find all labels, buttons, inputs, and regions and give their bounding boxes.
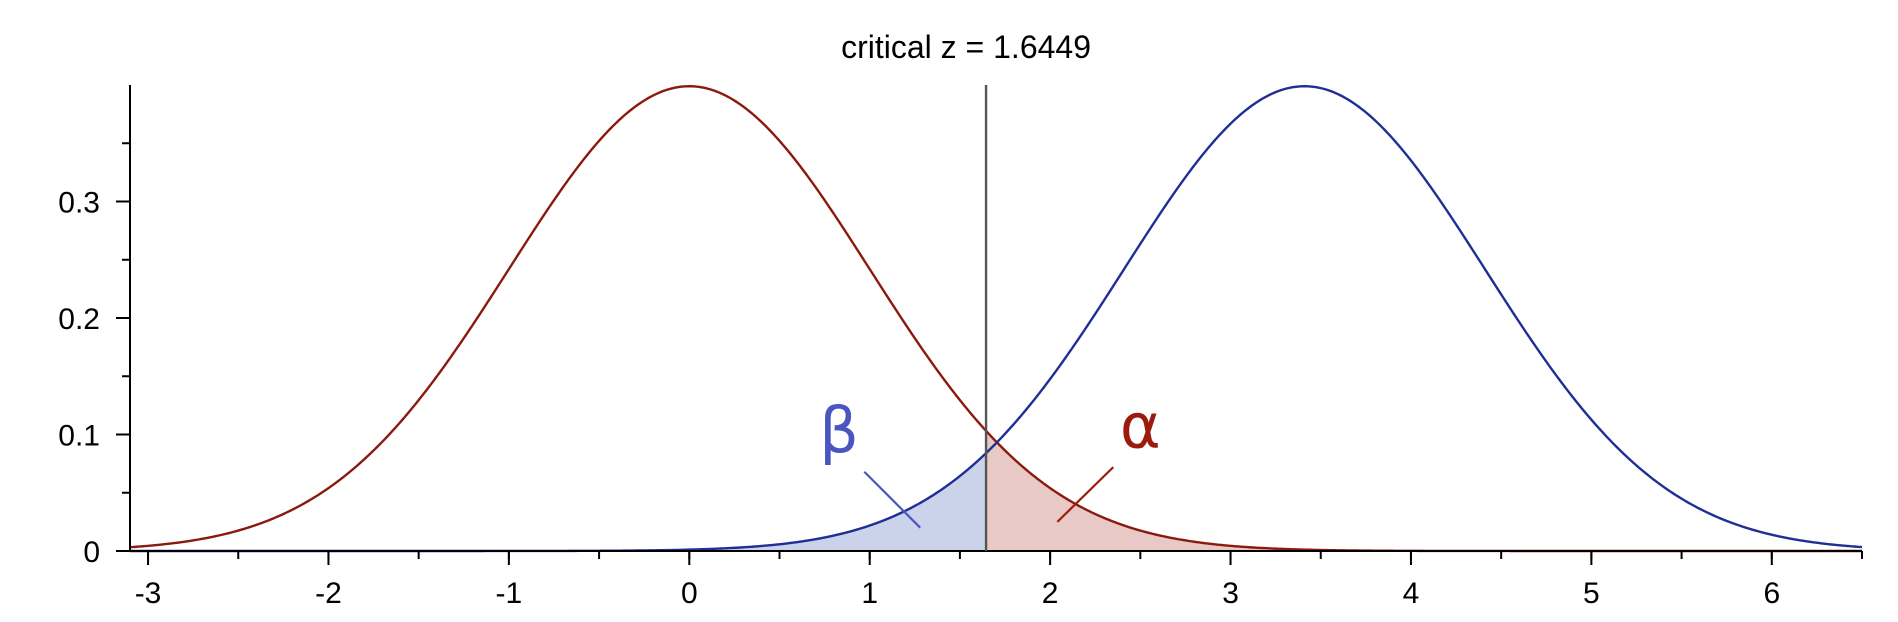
x-tick-label: -2 [315, 577, 342, 610]
y-tick-label: 0.1 [58, 420, 100, 453]
chart-title: critical z = 1.6449 [841, 29, 1091, 65]
x-tick-label: 1 [861, 577, 878, 610]
x-tick-label: 4 [1403, 577, 1420, 610]
x-tick-label: 3 [1222, 577, 1239, 610]
y-tick-label: 0.2 [58, 303, 100, 336]
beta-pointer-line [863, 471, 922, 529]
x-tick-label: 2 [1042, 577, 1059, 610]
y-tick-label: 0.3 [58, 187, 100, 220]
alpha-label: α [1120, 389, 1161, 462]
x-tick-label: 0 [681, 577, 698, 610]
axes: 0 0.1 0.2 0.3 -3 -2 -1 0 1 2 3 4 5 6 [58, 85, 1863, 610]
x-tick-label: 5 [1583, 577, 1600, 610]
x-tick-label: -1 [496, 577, 523, 610]
alpha-pointer-line [1056, 466, 1115, 523]
x-tick-label: 6 [1763, 577, 1780, 610]
shaded-areas [130, 430, 1862, 551]
x-tick-label: -3 [135, 577, 162, 610]
alpha-shaded-area [986, 430, 1862, 551]
y-tick-label: 0 [83, 536, 100, 569]
beta-shaded-area [130, 453, 987, 551]
beta-label: β [819, 394, 859, 467]
